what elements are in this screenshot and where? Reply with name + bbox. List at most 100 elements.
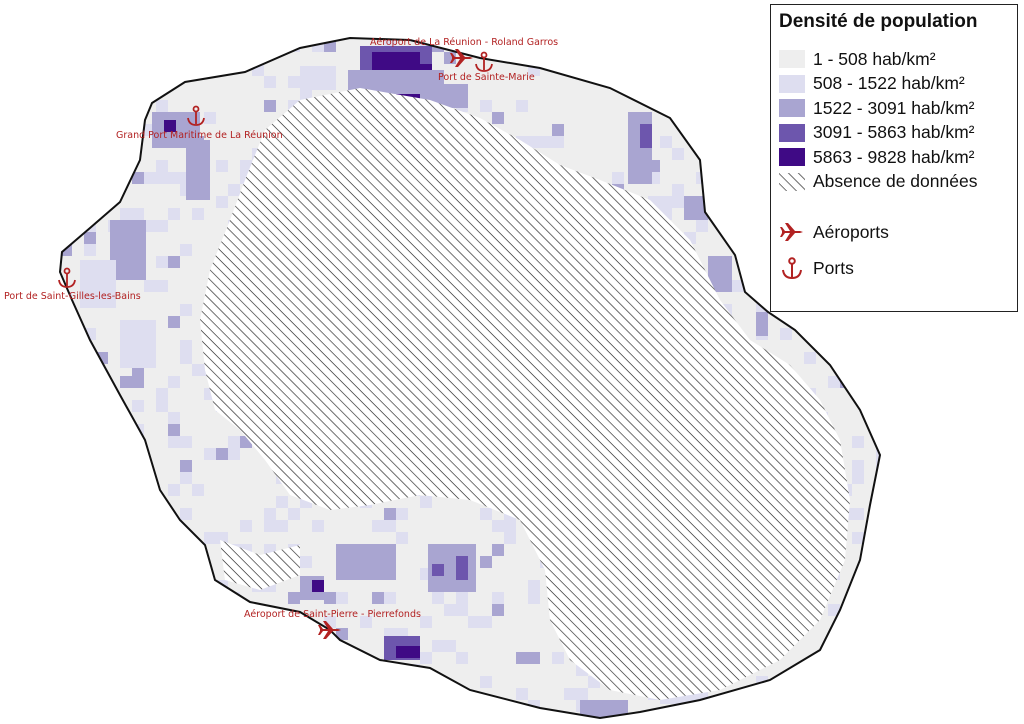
legend-swatch [779,50,805,69]
density-cell [828,352,840,364]
density-cell [852,640,864,652]
density-cell [92,296,104,308]
density-cell [348,568,360,580]
airport-north-marker[interactable] [450,49,473,67]
density-cell [640,172,652,184]
legend-nodata: Absence de données [779,170,1017,195]
density-cell [156,280,168,292]
density-cell [216,160,228,172]
density-cell [384,52,396,64]
density-cell [372,520,384,532]
legend-swatch [779,74,805,93]
density-cell [180,508,192,520]
density-cell [660,196,672,208]
density-cell [464,544,476,556]
density-cell [628,124,640,136]
density-cell [198,176,210,188]
density-cell [168,412,180,424]
density-cell [348,556,360,568]
density-cell [72,556,84,568]
port-saint-gilles-marker[interactable] [58,267,76,288]
density-cell [132,356,144,368]
density-cell [156,172,168,184]
density-cell [60,496,72,508]
density-cell [640,112,652,124]
density-cell [324,78,336,90]
density-cell [492,520,504,532]
density-cell [120,664,132,676]
density-cell [864,604,876,616]
density-cell [144,712,156,718]
density-cell [132,100,144,112]
density-cell [732,712,744,718]
density-cell [580,700,592,712]
grand-port-marker[interactable] [187,105,205,126]
density-cell [864,568,876,580]
density-cell [204,448,216,460]
density-cell [108,172,120,184]
density-cell [592,712,604,718]
legend-ports: Ports [779,250,1017,286]
density-cell [108,64,120,76]
density-cell [108,688,120,700]
density-cell [540,136,552,148]
density-cell [60,664,72,676]
density-cell [104,260,116,272]
density-cell [576,688,588,700]
island-map [58,36,882,720]
density-cell [176,124,188,136]
anchor-icon [475,51,493,72]
density-cell [144,220,156,232]
density-cell [228,628,240,640]
density-cell [660,136,672,148]
density-cell [756,232,768,244]
density-cell [144,508,156,520]
density-cell [84,484,96,496]
density-cell [108,184,120,196]
density-cell [336,664,348,676]
density-cell [348,544,360,556]
density-cell [672,148,684,160]
port-sainte-marie-marker[interactable] [475,51,493,72]
density-cell [264,100,276,112]
density-cell [228,448,240,460]
density-cell [120,208,132,220]
density-cell [144,88,156,100]
density-cell [132,376,144,388]
map-symbols: Aéroport de La Réunion - Roland Garros P… [4,37,558,639]
density-cell [420,496,432,508]
density-cell [104,272,116,284]
density-cell [300,88,312,100]
density-cell [104,296,116,308]
density-cell [216,604,228,616]
density-cell [312,520,324,532]
density-cell [604,712,616,718]
density-cell [480,508,492,520]
density-cell [84,40,96,52]
density-cell [636,52,648,64]
density-cell [628,160,640,172]
density-cell [122,244,134,256]
density-cell [288,76,300,88]
density-cell [552,124,564,136]
density-cell [684,196,696,208]
density-cell [628,112,640,124]
airport-south-marker[interactable] [318,621,341,639]
density-cell [696,700,708,712]
density-cell [480,556,492,568]
density-cell [276,496,288,508]
density-cell [640,136,652,148]
density-cell [456,700,468,712]
density-cell [122,220,134,232]
density-cell [186,152,198,164]
density-cell [564,688,576,700]
density-cell [408,82,420,94]
density-cell [720,280,732,292]
density-cell [276,520,288,532]
density-cell [240,160,252,172]
airplane-icon [318,621,341,639]
density-cell [480,100,492,112]
density-cell [324,676,336,688]
density-cell [60,64,72,76]
density-cell [192,664,204,676]
